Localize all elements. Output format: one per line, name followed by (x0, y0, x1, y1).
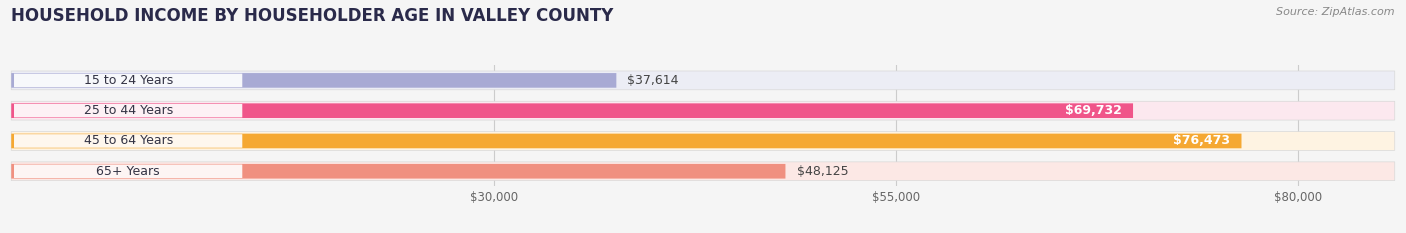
Text: 45 to 64 Years: 45 to 64 Years (83, 134, 173, 147)
Text: $37,614: $37,614 (627, 74, 679, 87)
FancyBboxPatch shape (14, 104, 242, 117)
FancyBboxPatch shape (14, 164, 242, 178)
FancyBboxPatch shape (11, 71, 1395, 90)
FancyBboxPatch shape (11, 103, 1133, 118)
Text: HOUSEHOLD INCOME BY HOUSEHOLDER AGE IN VALLEY COUNTY: HOUSEHOLD INCOME BY HOUSEHOLDER AGE IN V… (11, 7, 613, 25)
Text: $76,473: $76,473 (1174, 134, 1230, 147)
FancyBboxPatch shape (14, 134, 242, 148)
Text: $69,732: $69,732 (1066, 104, 1122, 117)
FancyBboxPatch shape (11, 162, 1395, 181)
Text: Source: ZipAtlas.com: Source: ZipAtlas.com (1277, 7, 1395, 17)
Text: 15 to 24 Years: 15 to 24 Years (83, 74, 173, 87)
FancyBboxPatch shape (11, 101, 1395, 120)
Text: $48,125: $48,125 (797, 165, 848, 178)
FancyBboxPatch shape (11, 134, 1241, 148)
FancyBboxPatch shape (11, 164, 786, 178)
Text: 65+ Years: 65+ Years (97, 165, 160, 178)
Text: 25 to 44 Years: 25 to 44 Years (83, 104, 173, 117)
FancyBboxPatch shape (14, 74, 242, 87)
FancyBboxPatch shape (11, 132, 1395, 150)
FancyBboxPatch shape (11, 73, 616, 88)
